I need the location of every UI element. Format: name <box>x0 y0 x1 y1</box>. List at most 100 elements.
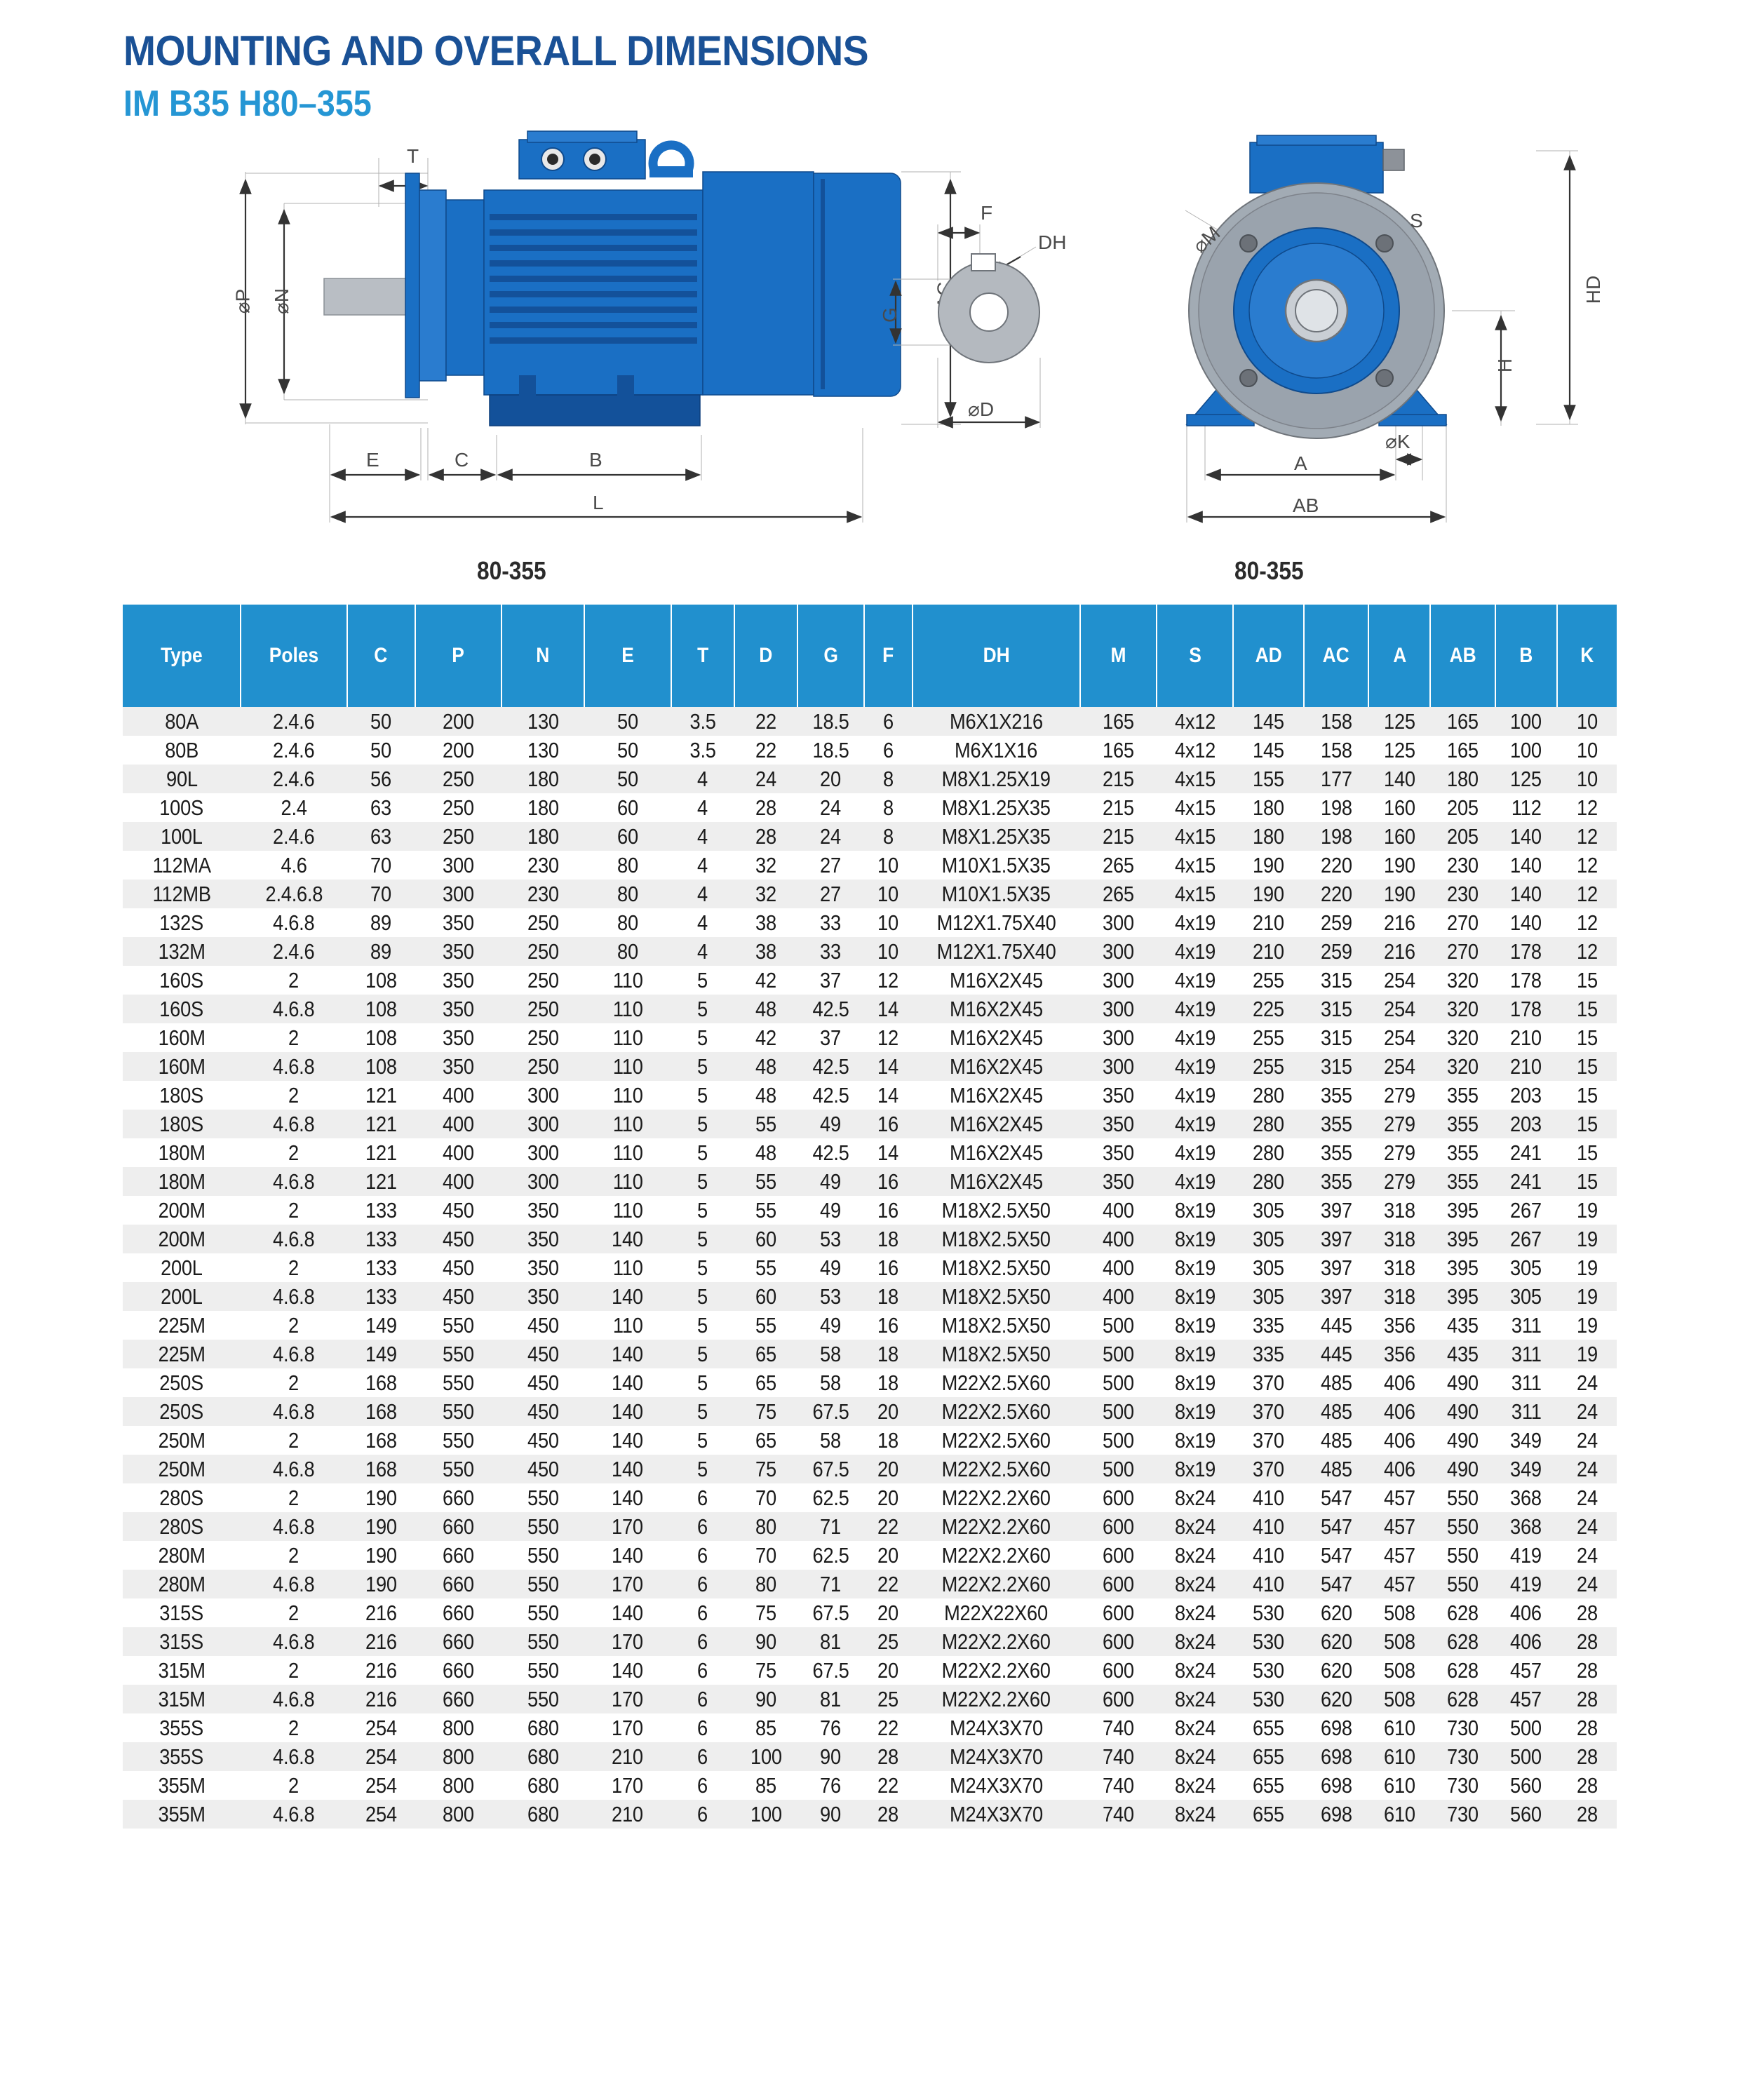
table-row[interactable]: 250M 2 168 550 450 140 5 65 58 18 M22X2.5X60 500 8x1… <box>123 1426 1617 1455</box>
table-row[interactable]: 280S 4.6.8 190 660 550 170 6 80 71 22 M22X2.2X60 60… <box>123 1512 1617 1541</box>
cell-g: 62.5 <box>797 1483 864 1512</box>
cell-value: 2 <box>288 1140 299 1165</box>
cell-value: 225 <box>1253 997 1284 1021</box>
column-header-e[interactable]: E <box>584 605 672 707</box>
cell-b: 267 <box>1495 1225 1557 1253</box>
cell-f: 18 <box>863 1225 913 1253</box>
table-row[interactable]: 355M 2 254 800 680 170 6 85 76 22 M24X3X70 740 8x24 6… <box>123 1771 1617 1800</box>
table-row[interactable]: 280S 2 190 660 550 140 6 70 62.5 20 M22X2.2X60 600 8… <box>123 1483 1617 1512</box>
cell-poles: 2 <box>240 1713 348 1742</box>
cell-value: 12 <box>1576 939 1598 964</box>
table-row[interactable]: 160S 2 108 350 250 110 5 42 37 12 M16X2X45 300 4x19 2… <box>123 966 1617 995</box>
table-row[interactable]: 180S 4.6.8 121 400 300 110 5 55 49 16 M16X2X45 350 4… <box>123 1110 1617 1138</box>
column-header-f[interactable]: F <box>863 605 913 707</box>
cell-ad: 280 <box>1233 1081 1304 1110</box>
table-row[interactable]: 200L 4.6.8 133 450 350 140 5 60 53 18 M18X2.5X50 40… <box>123 1282 1617 1311</box>
cell-value: 280M <box>158 1543 206 1568</box>
column-header-b[interactable]: B <box>1495 605 1558 707</box>
cell-value: 71 <box>820 1572 842 1596</box>
table-row[interactable]: 315S 4.6.8 216 660 550 170 6 90 81 25 M22X2.2X60 60… <box>123 1627 1617 1656</box>
cell-value: 2.4.6 <box>273 767 315 791</box>
cell-value: 4.6.8 <box>273 1284 315 1309</box>
table-row[interactable]: 160S 4.6.8 108 350 250 110 5 48 42.5 14 M16X2X45 30… <box>123 995 1617 1023</box>
table-row[interactable]: 160M 2 108 350 250 110 5 42 37 12 M16X2X45 300 4x19 2… <box>123 1023 1617 1052</box>
cell-a: 125 <box>1368 707 1431 736</box>
table-row[interactable]: 160M 4.6.8 108 350 250 110 5 48 42.5 14 M16X2X45 30… <box>123 1052 1617 1081</box>
table-row[interactable]: 250M 4.6.8 168 550 450 140 5 75 67.5 20 M22X2.5X60… <box>123 1455 1617 1483</box>
table-row[interactable]: 355M 4.6.8 254 800 680 210 6 100 90 28 M24X3X70 740… <box>123 1800 1617 1829</box>
table-row[interactable]: 200M 2 133 450 350 110 5 55 49 16 M18X2.5X50 400 8x1… <box>123 1196 1617 1225</box>
cell-value: 6 <box>697 1687 708 1711</box>
column-header-m[interactable]: M <box>1080 605 1158 707</box>
cell-value: 400 <box>1103 1255 1134 1280</box>
cell-value: 406 <box>1384 1371 1415 1395</box>
column-header-ac[interactable]: AC <box>1303 605 1370 707</box>
cell-ac: 158 <box>1303 736 1369 765</box>
table-row[interactable]: 200M 4.6.8 133 450 350 140 5 60 53 18 M18X2.5X50 40… <box>123 1225 1617 1253</box>
table-row[interactable]: 280M 4.6.8 190 660 550 170 6 80 71 22 M22X2.2X60 60… <box>123 1570 1617 1598</box>
table-row[interactable]: 200L 2 133 450 350 110 5 55 49 16 M18X2.5X50 400 8x1… <box>123 1253 1617 1282</box>
cell-value: 160M <box>158 1054 206 1079</box>
cell-a: 356 <box>1368 1311 1431 1340</box>
cell-value: 19 <box>1576 1198 1598 1223</box>
column-header-poles[interactable]: Poles <box>240 605 349 707</box>
cell-value: 75 <box>755 1601 776 1625</box>
cell-value: 508 <box>1384 1658 1415 1683</box>
cell-f: 22 <box>863 1713 913 1742</box>
column-header-t[interactable]: T <box>671 605 735 707</box>
cell-k: 24 <box>1556 1541 1617 1570</box>
table-row[interactable]: 112MA 4.6 70 300 230 80 4 32 27 10 M10X1.5X35 265 4x… <box>123 851 1617 880</box>
cell-c: 108 <box>347 1023 415 1052</box>
table-row[interactable]: 280M 2 190 660 550 140 6 70 62.5 20 M22X2.2X60 600 8… <box>123 1541 1617 1570</box>
cell-value: 4x19 <box>1174 968 1216 992</box>
table-row[interactable]: 100L 2.4.6 63 250 180 60 4 28 24 8 M8X1.25X35 215 4x… <box>123 822 1617 851</box>
cell-value: 140 <box>612 1399 644 1424</box>
cell-value: 190 <box>365 1543 397 1568</box>
column-header-ab[interactable]: AB <box>1430 605 1496 707</box>
cell-p: 550 <box>415 1455 502 1483</box>
cell-t: 4 <box>671 908 734 937</box>
cell-value: 140 <box>1510 824 1542 849</box>
column-header-a[interactable]: A <box>1368 605 1432 707</box>
column-header-p[interactable]: P <box>415 605 503 707</box>
table-row[interactable]: 315S 2 216 660 550 140 6 75 67.5 20 M22X22X60 600 8x… <box>123 1598 1617 1627</box>
table-row[interactable]: 180M 4.6.8 121 400 300 110 5 55 49 16 M16X2X45 350 4… <box>123 1167 1617 1196</box>
table-row[interactable]: 80B 2.4.6 50 200 130 50 3.5 22 18.5 6 M6X1X16 165 4x… <box>123 736 1617 765</box>
column-header-k[interactable]: K <box>1556 605 1617 707</box>
cell-value: 170 <box>612 1572 644 1596</box>
column-header-n[interactable]: N <box>501 605 585 707</box>
table-row[interactable]: 355S 2 254 800 680 170 6 85 76 22 M24X3X70 740 8x24 6… <box>123 1713 1617 1742</box>
table-row[interactable]: 132S 4.6.8 89 350 250 80 4 38 33 10 M12X1.75X40 300… <box>123 908 1617 937</box>
cell-value: 63 <box>370 824 392 849</box>
table-row[interactable]: 250S 4.6.8 168 550 450 140 5 75 67.5 20 M22X2.5X60… <box>123 1397 1617 1426</box>
column-header-type[interactable]: Type <box>123 605 241 707</box>
cell-value: 300 <box>1103 1025 1134 1050</box>
cell-value: 110 <box>612 1025 643 1050</box>
column-header-dh[interactable]: DH <box>912 605 1082 707</box>
table-row[interactable]: 225M 4.6.8 149 550 450 140 5 65 58 18 M18X2.5X50 50… <box>123 1340 1617 1368</box>
column-header-d[interactable]: D <box>734 605 799 707</box>
table-row[interactable]: 100S 2.4 63 250 180 60 4 28 24 8 M8X1.25X35 215 4x15… <box>123 793 1617 822</box>
cell-poles: 2.4 <box>240 793 348 822</box>
cell-value: 165 <box>1103 738 1134 762</box>
cell-value: 305 <box>1253 1227 1284 1251</box>
table-row[interactable]: 132M 2.4.6 89 350 250 80 4 38 33 10 M12X1.75X40 300… <box>123 937 1617 966</box>
cell-t: 6 <box>671 1771 734 1800</box>
table-row[interactable]: 180M 2 121 400 300 110 5 48 42.5 14 M16X2X45 350 4x1… <box>123 1138 1617 1167</box>
table-row[interactable]: 112MB 2.4.6.8 70 300 230 80 4 32 27 10 M10X1.5X35 2… <box>123 880 1617 908</box>
column-header-s[interactable]: S <box>1157 605 1234 707</box>
table-row[interactable]: 80A 2.4.6 50 200 130 50 3.5 22 18.5 6 M6X1X216 165 4… <box>123 707 1617 736</box>
table-row[interactable]: 355S 4.6.8 254 800 680 210 6 100 90 28 M24X3X70 740… <box>123 1742 1617 1771</box>
column-header-c[interactable]: C <box>347 605 416 707</box>
column-header-g[interactable]: G <box>797 605 865 707</box>
table-row[interactable]: 180S 2 121 400 300 110 5 48 42.5 14 M16X2X45 350 4x1… <box>123 1081 1617 1110</box>
table-row[interactable]: 250S 2 168 550 450 140 5 65 58 18 M22X2.5X60 500 8x1… <box>123 1368 1617 1397</box>
table-row[interactable]: 90L 2.4.6 56 250 180 50 4 24 20 8 M8X1.25X19 215 4x1… <box>123 765 1617 793</box>
table-row[interactable]: 315M 4.6.8 216 660 550 170 6 90 81 25 M22X2.2X60 60… <box>123 1685 1617 1713</box>
cell-k: 28 <box>1556 1598 1617 1627</box>
column-header-ad[interactable]: AD <box>1233 605 1305 707</box>
cell-poles: 2.4.6.8 <box>240 880 348 908</box>
table-row[interactable]: 315M 2 216 660 550 140 6 75 67.5 20 M22X2.2X60 600 8… <box>123 1656 1617 1685</box>
table-row[interactable]: 225M 2 149 550 450 110 5 55 49 16 M18X2.5X50 500 8x1… <box>123 1311 1617 1340</box>
cell-value: 410 <box>1253 1572 1284 1596</box>
